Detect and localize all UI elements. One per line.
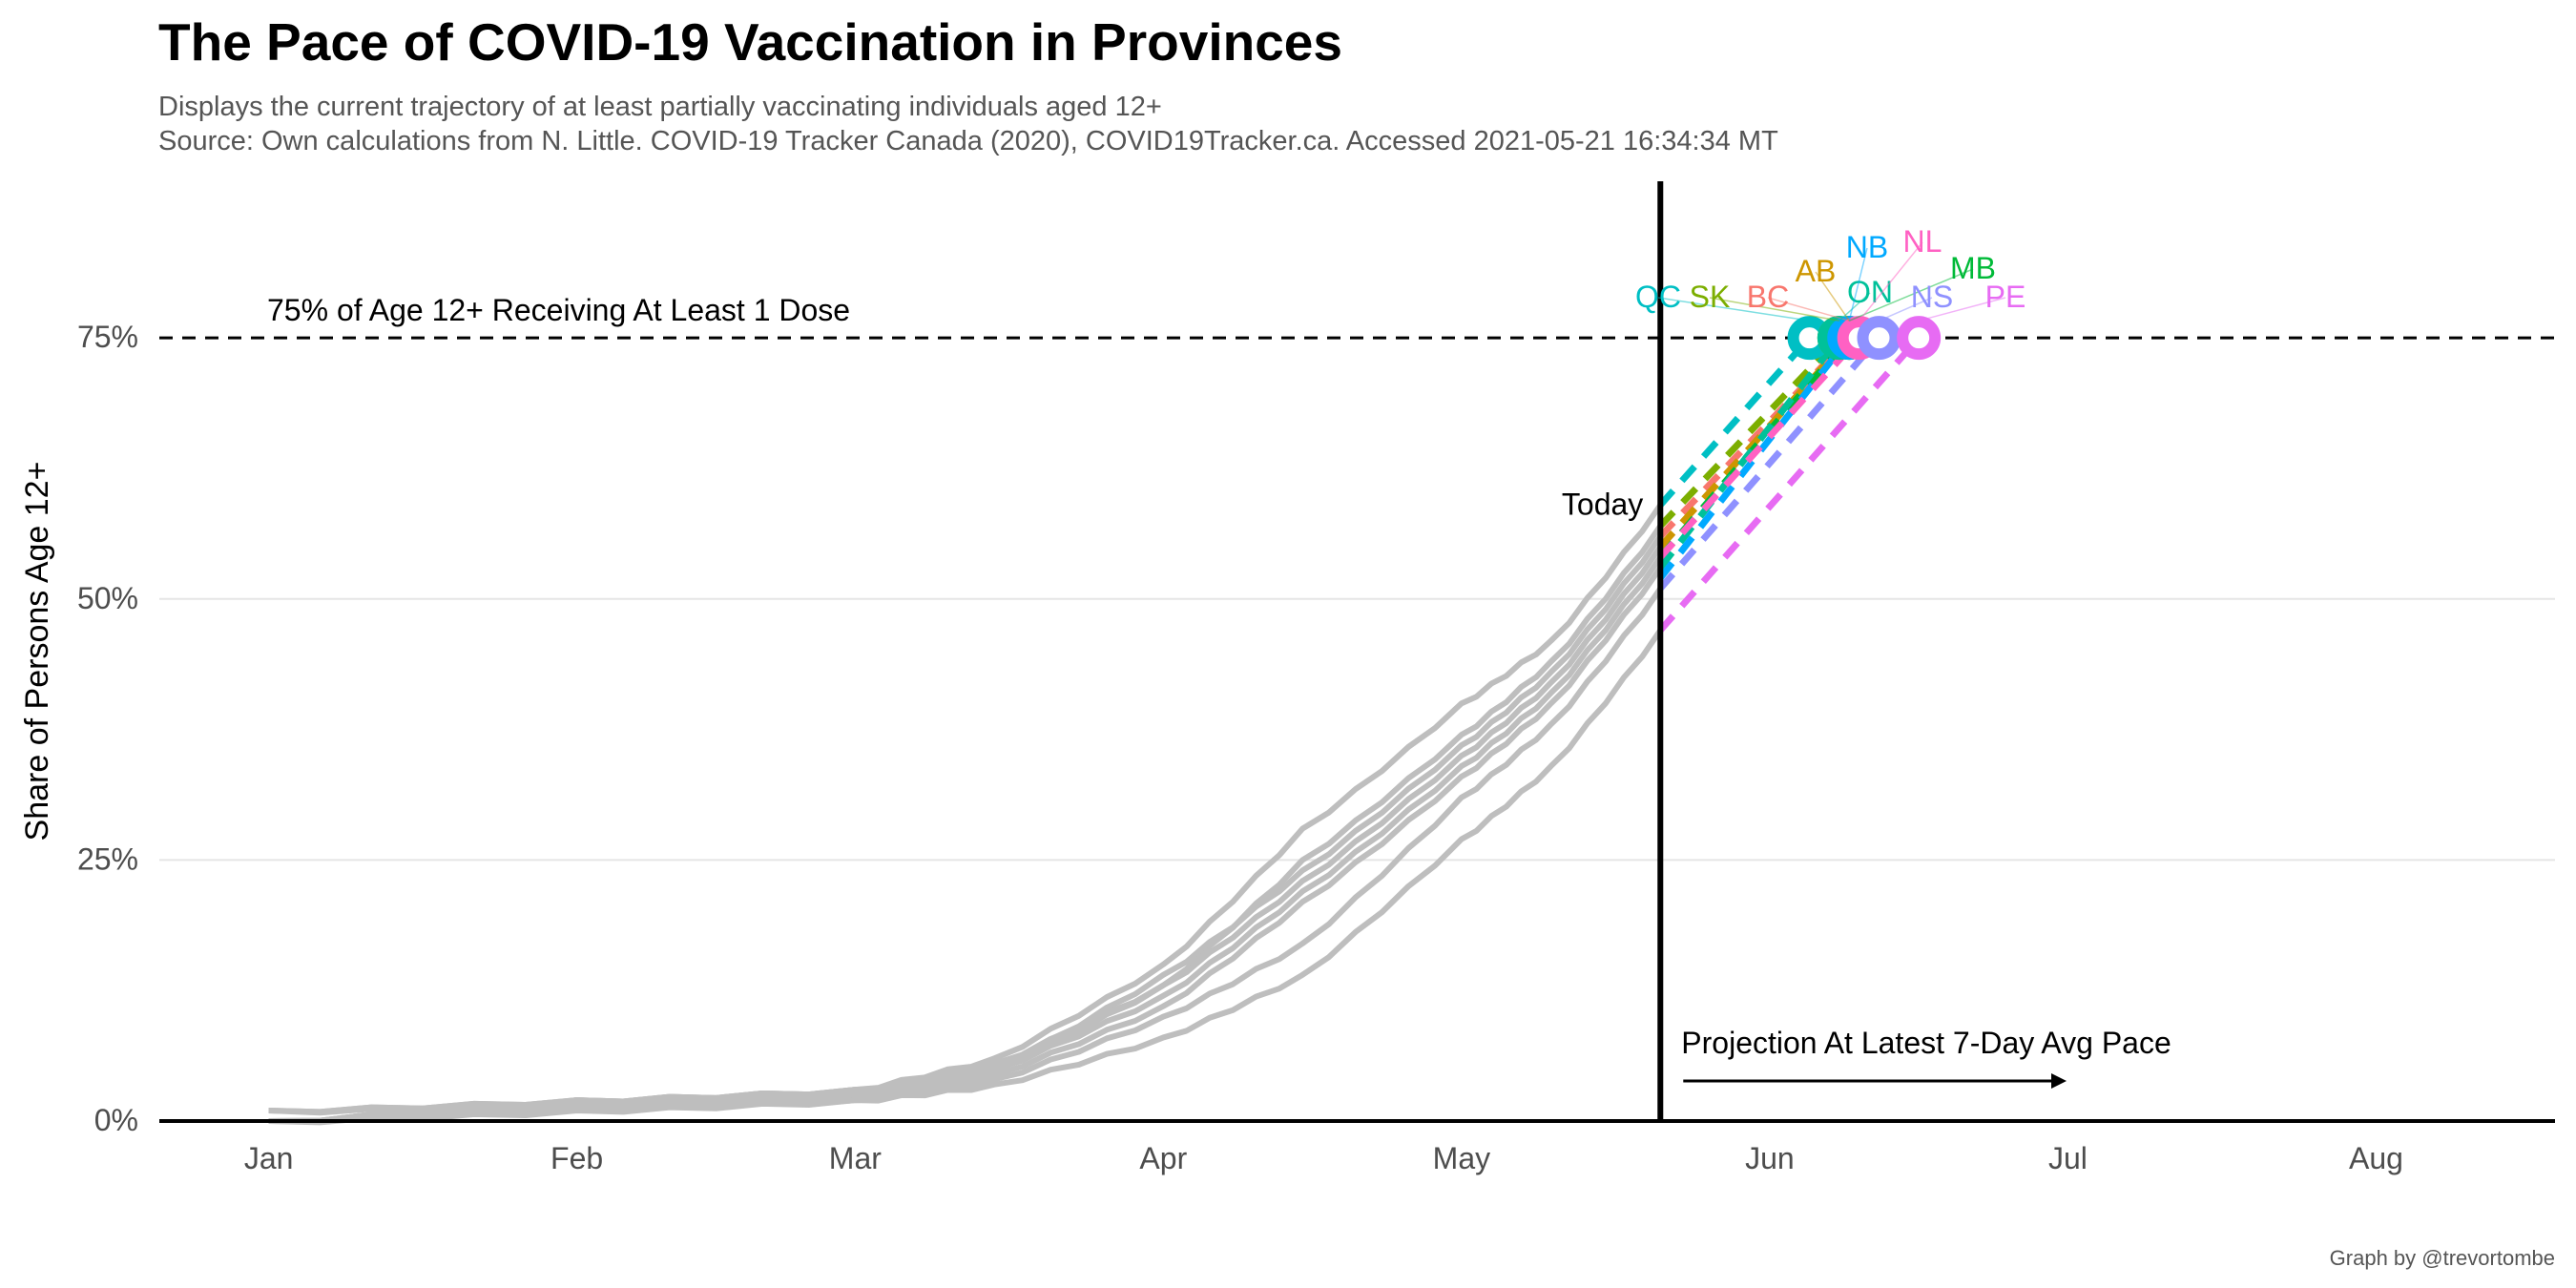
province-label-pe: PE bbox=[1985, 280, 2026, 314]
chart-title: The Pace of COVID-19 Vaccination in Prov… bbox=[158, 12, 1342, 72]
chart-subtitle: Displays the current trajectory of at le… bbox=[158, 92, 1162, 122]
label-leader-mb bbox=[1848, 268, 1974, 322]
y-axis-title: Share of Persons Age 12+ bbox=[19, 462, 55, 841]
label-leader-nb bbox=[1848, 247, 1868, 322]
projection-line-on bbox=[1657, 336, 1842, 571]
province-label-nl: NL bbox=[1903, 224, 1942, 259]
today-label: Today bbox=[1562, 487, 1643, 521]
province-label-nb: NB bbox=[1846, 230, 1888, 264]
label-leader-sk bbox=[1709, 297, 1839, 322]
province-label-qc: QC bbox=[1635, 280, 1681, 314]
projection-line-pe bbox=[1657, 335, 1922, 633]
province-label-sk: SK bbox=[1690, 280, 1731, 314]
x-tick-label: May bbox=[1433, 1141, 1490, 1175]
projection-line-ns bbox=[1657, 335, 1882, 592]
projection-lines bbox=[1657, 335, 1922, 633]
province-label-ab: AB bbox=[1796, 254, 1837, 288]
history-line bbox=[268, 555, 1663, 1125]
label-leader-ns bbox=[1879, 297, 1933, 322]
history-lines bbox=[268, 503, 1663, 1126]
projection-note: Projection At Latest 7-Day Avg Pace bbox=[1681, 1026, 2171, 1060]
label-leader-bc bbox=[1767, 297, 1850, 322]
history-line bbox=[268, 587, 1663, 1116]
threshold-label: 75% of Age 12+ Receiving At Least 1 Dose bbox=[267, 293, 850, 327]
province-label-bc: BC bbox=[1747, 280, 1789, 314]
y-tick-label: 75% bbox=[77, 320, 138, 354]
axes: 0% 25% 50% 75% Jan Feb Mar Apr May Jun Jul Aug Share… bbox=[19, 181, 2555, 1175]
x-tick-label: Jan bbox=[244, 1141, 294, 1175]
province-label-on: ON bbox=[1847, 275, 1893, 309]
endpoint-ns bbox=[1857, 316, 1901, 361]
label-leader-ab bbox=[1815, 271, 1850, 322]
projection-line-nb bbox=[1657, 336, 1852, 581]
x-tick-label: Feb bbox=[551, 1141, 603, 1175]
label-leader-on bbox=[1839, 292, 1871, 322]
x-tick-label: Jul bbox=[2048, 1141, 2088, 1175]
annotations: Today Projection At Latest 7-Day Avg Pace bbox=[1562, 487, 2171, 1089]
history-line bbox=[268, 628, 1663, 1126]
projection-line-sk bbox=[1657, 335, 1842, 529]
projection-arrow-head bbox=[2051, 1073, 2067, 1089]
y-tick-label: 0% bbox=[94, 1103, 138, 1137]
history-line bbox=[268, 503, 1663, 1124]
y-tick-label: 25% bbox=[77, 841, 138, 876]
label-leader-pe bbox=[1918, 297, 2006, 322]
threshold-line: 75% of Age 12+ Receiving At Least 1 Dose bbox=[159, 293, 2555, 340]
history-line bbox=[268, 524, 1663, 1115]
y-tick-label: 50% bbox=[77, 581, 138, 615]
history-line bbox=[268, 566, 1663, 1124]
label-leader-nl bbox=[1859, 241, 1923, 322]
projection-line-qc bbox=[1657, 335, 1813, 508]
x-tick-label: Mar bbox=[829, 1141, 882, 1175]
endpoint-pe bbox=[1897, 316, 1942, 361]
province-label-ns: NS bbox=[1911, 280, 1953, 314]
credit-caption: Graph by @trevortombe bbox=[2329, 1246, 2555, 1270]
history-line bbox=[268, 545, 1663, 1115]
projection-endpoints bbox=[1787, 316, 1942, 361]
chart-source: Source: Own calculations from N. Little.… bbox=[158, 126, 1778, 156]
projection-line-nl bbox=[1657, 335, 1862, 560]
x-tick-label: Aug bbox=[2349, 1141, 2403, 1175]
x-tick-label: Apr bbox=[1139, 1141, 1187, 1175]
x-tick-label: Jun bbox=[1745, 1141, 1795, 1175]
province-label-mb: MB bbox=[1950, 251, 1996, 285]
label-leader-qc bbox=[1657, 297, 1810, 322]
history-line bbox=[268, 534, 1663, 1124]
